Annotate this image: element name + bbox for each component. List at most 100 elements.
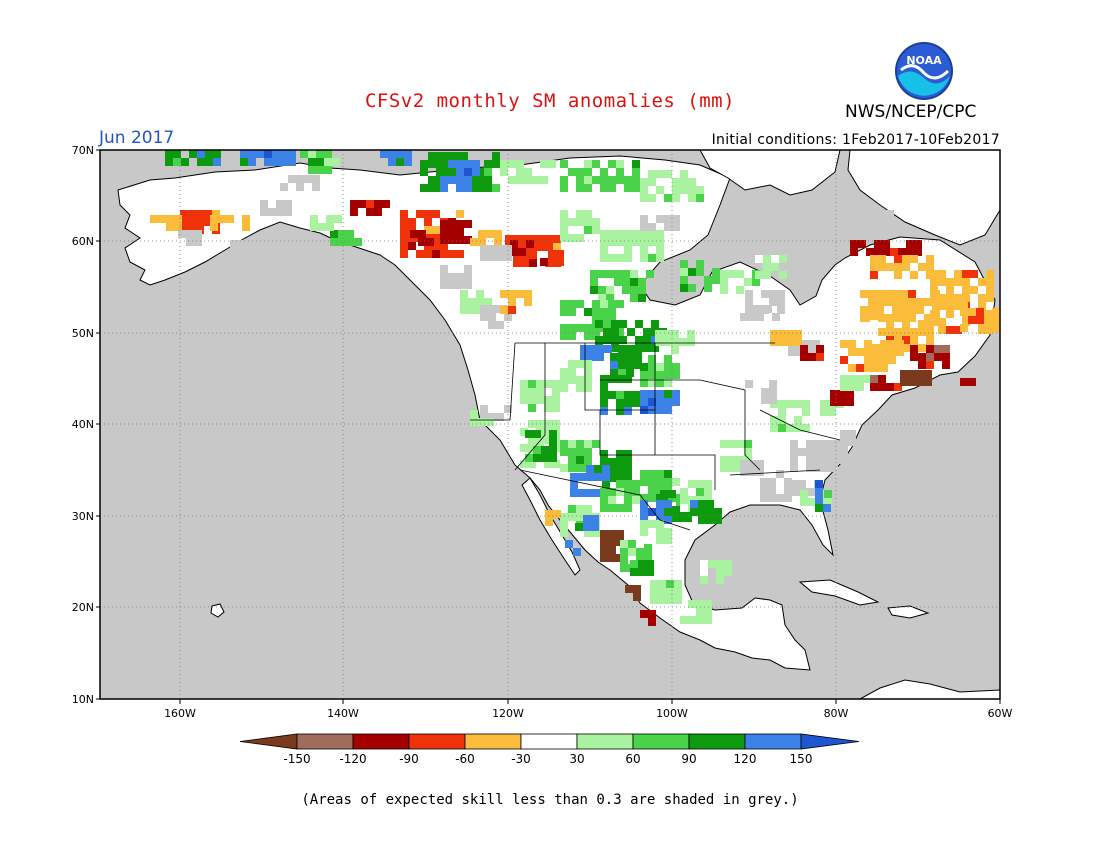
anomaly-cell [608, 554, 616, 562]
anomaly-cell [978, 326, 986, 334]
anomaly-cell [614, 278, 622, 286]
anomaly-cell [728, 270, 736, 278]
anomaly-cell [830, 440, 838, 448]
anomaly-cell [600, 530, 608, 538]
anomaly-cell [878, 263, 886, 271]
anomaly-cell [688, 178, 696, 186]
anomaly-cell [938, 302, 946, 310]
anomaly-cell [676, 514, 684, 522]
anomaly-cell [744, 440, 752, 448]
anomaly-cell [664, 398, 672, 406]
anomaly-cell [576, 324, 584, 332]
initial-conditions: Initial conditions: 1Feb2017-10Feb2017 [711, 132, 1000, 148]
anomaly-cell [840, 446, 848, 454]
anomaly-cell [830, 390, 838, 398]
anomaly-cell [380, 150, 388, 158]
anomaly-cell [576, 210, 584, 218]
anomaly-cell [672, 194, 680, 202]
anomaly-cell [308, 166, 316, 174]
anomaly-cell [850, 240, 858, 248]
anomaly-cell [648, 230, 656, 238]
anomaly-cell [672, 178, 680, 186]
anomaly-cell [784, 494, 792, 502]
anomaly-cell [602, 473, 610, 481]
anomaly-cell [648, 610, 656, 618]
anomaly-cell [806, 488, 814, 496]
anomaly-cell [768, 494, 776, 502]
anomaly-cell [644, 548, 652, 556]
anomaly-cell [186, 230, 194, 238]
anomaly-cell [440, 242, 448, 250]
anomaly-cell [568, 513, 576, 521]
anomaly-cell [872, 356, 880, 364]
anomaly-cell [648, 363, 656, 371]
anomaly-cell [954, 326, 962, 334]
anomaly-cell [584, 160, 592, 168]
anomaly-cell [570, 489, 578, 497]
anomaly-cell [504, 405, 512, 413]
anomaly-cell [508, 176, 516, 184]
anomaly-cell [790, 480, 798, 488]
anomaly-cell [616, 399, 624, 407]
anomaly-cell [576, 513, 584, 521]
anomaly-cell [648, 238, 656, 246]
lon-label: 120W [492, 707, 524, 720]
anomaly-cell [876, 298, 884, 306]
anomaly-cell [894, 226, 902, 234]
anomaly-cell [696, 186, 704, 194]
anomaly-cell [992, 324, 1000, 332]
anomaly-cell [946, 302, 954, 310]
anomaly-cell [400, 218, 408, 226]
anomaly-cell [428, 184, 436, 192]
border-e3 [729, 469, 821, 476]
anomaly-cell [816, 208, 824, 216]
anomaly-cell [630, 286, 638, 294]
anomaly-cell [755, 255, 763, 263]
anomaly-cell [910, 353, 918, 361]
anomaly-cell [204, 210, 212, 218]
anomaly-cell [679, 338, 687, 346]
anomaly-cell [230, 248, 238, 256]
anomaly-cell [456, 220, 464, 228]
anomaly-cell [688, 186, 696, 194]
anomaly-cell [608, 184, 616, 192]
anomaly-cell [600, 308, 608, 316]
anomaly-cell [600, 168, 608, 176]
anomaly-cell [520, 460, 528, 468]
anomaly-cell [264, 158, 272, 166]
anomaly-cell [408, 218, 416, 226]
anomaly-cell [894, 263, 902, 271]
anomaly-cell [533, 446, 541, 454]
anomaly-cell [688, 268, 696, 276]
lat-label: 50N [72, 327, 94, 340]
anomaly-cell [584, 226, 592, 234]
anomaly-cell [630, 270, 638, 278]
anomaly-cell [968, 316, 976, 324]
anomaly-cell [472, 184, 480, 192]
anomaly-cell [576, 360, 584, 368]
anomaly-cell [640, 363, 648, 371]
anomaly-cell [272, 150, 280, 158]
logo-wave-line [900, 64, 950, 80]
anomaly-cell [480, 245, 488, 253]
anomaly-cell [790, 440, 798, 448]
anomaly-cell [632, 184, 640, 192]
cuba [798, 579, 880, 606]
anomaly-cell [158, 215, 166, 223]
anomaly-cell [626, 353, 634, 361]
anomaly-cell [648, 618, 656, 626]
anomaly-cell [510, 248, 518, 256]
anomaly-cell [428, 160, 436, 168]
border-w1 [470, 342, 516, 421]
anomaly-cell [608, 300, 616, 308]
anomaly-cell [616, 466, 624, 474]
anomaly-cell [716, 560, 724, 568]
anomaly-cell [716, 576, 724, 584]
anomaly-cell [926, 263, 934, 271]
anomaly-cell [910, 271, 918, 279]
anomaly-cell [324, 158, 332, 166]
anomaly-cell [740, 313, 748, 321]
anomaly-cell [428, 176, 436, 184]
anomaly-cell [180, 210, 188, 218]
anomaly-cell [878, 218, 886, 226]
